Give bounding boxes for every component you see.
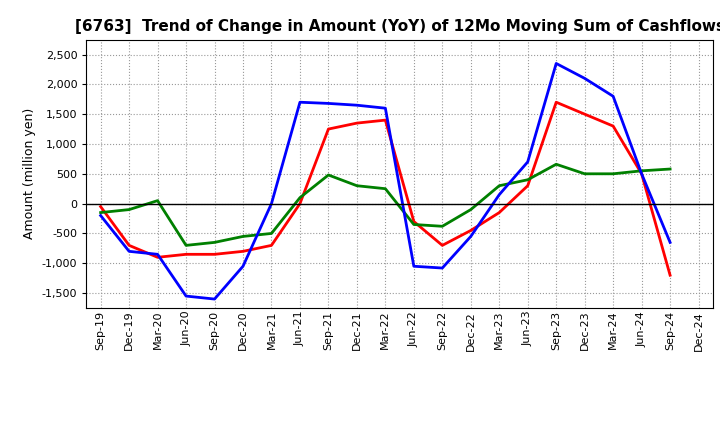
Free Cashflow xyxy=(381,106,390,111)
Investing Cashflow xyxy=(552,161,561,167)
Line: Free Cashflow: Free Cashflow xyxy=(101,63,670,299)
Free Cashflow xyxy=(210,297,219,302)
Investing Cashflow xyxy=(181,243,190,248)
Operating Cashflow xyxy=(296,201,305,206)
Investing Cashflow xyxy=(438,224,446,229)
Investing Cashflow xyxy=(523,177,532,183)
Operating Cashflow xyxy=(552,99,561,105)
Investing Cashflow xyxy=(580,171,589,176)
Investing Cashflow xyxy=(125,207,133,212)
Operating Cashflow xyxy=(324,126,333,132)
Operating Cashflow xyxy=(181,252,190,257)
Operating Cashflow xyxy=(495,210,503,215)
Operating Cashflow xyxy=(125,243,133,248)
Free Cashflow xyxy=(637,171,646,176)
Free Cashflow xyxy=(523,159,532,165)
Operating Cashflow xyxy=(580,111,589,117)
Investing Cashflow xyxy=(324,172,333,178)
Investing Cashflow xyxy=(410,222,418,227)
Free Cashflow xyxy=(125,249,133,254)
Free Cashflow xyxy=(296,99,305,105)
Investing Cashflow xyxy=(96,210,105,215)
Investing Cashflow xyxy=(495,183,503,188)
Free Cashflow xyxy=(666,240,675,245)
Free Cashflow xyxy=(495,192,503,197)
Investing Cashflow xyxy=(381,186,390,191)
Operating Cashflow xyxy=(410,219,418,224)
Free Cashflow xyxy=(609,94,618,99)
Operating Cashflow xyxy=(153,255,162,260)
Free Cashflow xyxy=(96,213,105,218)
Investing Cashflow xyxy=(609,171,618,176)
Free Cashflow xyxy=(410,264,418,269)
Free Cashflow xyxy=(353,103,361,108)
Investing Cashflow xyxy=(353,183,361,188)
Free Cashflow xyxy=(153,252,162,257)
Y-axis label: Amount (million yen): Amount (million yen) xyxy=(23,108,36,239)
Operating Cashflow xyxy=(609,124,618,129)
Investing Cashflow xyxy=(153,198,162,203)
Free Cashflow xyxy=(267,201,276,206)
Investing Cashflow xyxy=(267,231,276,236)
Free Cashflow xyxy=(438,265,446,271)
Operating Cashflow xyxy=(239,249,248,254)
Free Cashflow xyxy=(552,61,561,66)
Title: [6763]  Trend of Change in Amount (YoY) of 12Mo Moving Sum of Cashflows: [6763] Trend of Change in Amount (YoY) o… xyxy=(75,19,720,34)
Free Cashflow xyxy=(324,101,333,106)
Operating Cashflow xyxy=(666,272,675,278)
Investing Cashflow xyxy=(210,240,219,245)
Free Cashflow xyxy=(181,293,190,299)
Investing Cashflow xyxy=(239,234,248,239)
Free Cashflow xyxy=(467,234,475,239)
Operating Cashflow xyxy=(267,243,276,248)
Operating Cashflow xyxy=(467,228,475,233)
Operating Cashflow xyxy=(438,243,446,248)
Operating Cashflow xyxy=(381,117,390,123)
Line: Operating Cashflow: Operating Cashflow xyxy=(101,102,670,275)
Free Cashflow xyxy=(239,264,248,269)
Investing Cashflow xyxy=(637,168,646,173)
Investing Cashflow xyxy=(296,195,305,200)
Operating Cashflow xyxy=(637,171,646,176)
Line: Investing Cashflow: Investing Cashflow xyxy=(101,164,670,246)
Operating Cashflow xyxy=(523,183,532,188)
Operating Cashflow xyxy=(96,204,105,209)
Investing Cashflow xyxy=(467,207,475,212)
Operating Cashflow xyxy=(353,121,361,126)
Investing Cashflow xyxy=(666,166,675,172)
Free Cashflow xyxy=(580,76,589,81)
Operating Cashflow xyxy=(210,252,219,257)
